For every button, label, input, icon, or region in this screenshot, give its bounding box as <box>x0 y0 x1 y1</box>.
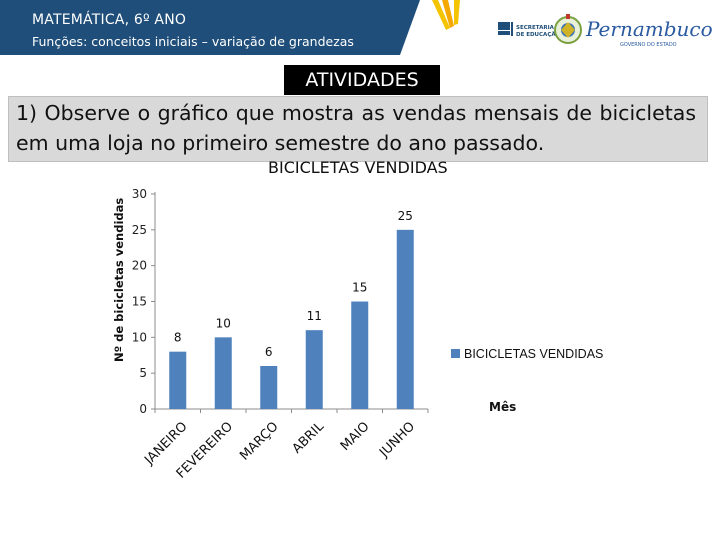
chart-bars <box>169 229 414 409</box>
y-tick-label: 10 <box>132 330 147 344</box>
chart-legend: BICICLETAS VENDIDAS <box>451 347 603 361</box>
bar <box>260 366 278 409</box>
category-label: MARÇO <box>237 419 281 463</box>
y-axis-title: Nº de bicicletas vendidas <box>112 198 126 362</box>
data-label: 15 <box>352 281 367 295</box>
y-tick-label: 5 <box>139 366 147 380</box>
course-title: MATEMÁTICA, 6º ANO <box>32 12 187 28</box>
data-labels: 8 10 6 11 15 25 <box>174 209 413 359</box>
y-tick-labels: 0 5 10 15 20 25 30 <box>132 187 147 416</box>
data-label: 10 <box>216 316 231 330</box>
category-label: ABRIL <box>290 419 328 457</box>
chart-title: BICICLETAS VENDIDAS <box>268 158 448 177</box>
state-name: Pernambuco <box>585 17 713 41</box>
secretaria-logo: SECRETARIA DE EDUCAÇÃO <box>498 22 561 38</box>
bar <box>169 351 187 409</box>
y-tick-label: 0 <box>139 402 147 416</box>
data-label: 6 <box>265 345 273 359</box>
legend-swatch <box>451 349 460 358</box>
y-tick-label: 15 <box>132 295 147 309</box>
chart-axes <box>151 192 429 413</box>
data-label: 8 <box>174 331 182 345</box>
category-label: JUNHO <box>376 419 418 461</box>
state-caption: GOVERNO DO ESTADO <box>620 42 677 48</box>
x-axis-title: Mês <box>489 400 516 414</box>
y-tick-label: 30 <box>132 187 147 201</box>
y-tick-label: 20 <box>132 259 147 273</box>
sun-rays-icon <box>432 0 460 30</box>
question-box <box>8 96 708 162</box>
data-label: 11 <box>307 309 322 323</box>
logo-graphics: SECRETARIA DE EDUCAÇÃO Pernambuco GOVERN… <box>432 0 713 48</box>
logo-area: SECRETARIA DE EDUCAÇÃO Pernambuco GOVERN… <box>420 0 720 55</box>
bar <box>396 229 414 409</box>
category-label: MAIO <box>338 419 373 454</box>
question-text: 1) Observe o gráfico que mostra as venda… <box>16 101 696 155</box>
bar <box>351 301 369 409</box>
secretaria-line-2: DE EDUCAÇÃO <box>516 31 561 38</box>
activities-title: ATIVIDADES <box>284 65 440 95</box>
coat-of-arms-icon <box>554 14 582 44</box>
y-tick-label: 25 <box>132 223 147 237</box>
secretaria-line-1: SECRETARIA <box>516 25 555 31</box>
bar <box>214 337 232 409</box>
bar <box>305 330 323 409</box>
data-label: 25 <box>398 209 413 223</box>
legend-label: BICICLETAS VENDIDAS <box>464 347 603 361</box>
topic-subtitle: Funções: conceitos iniciais – variação d… <box>32 34 354 49</box>
